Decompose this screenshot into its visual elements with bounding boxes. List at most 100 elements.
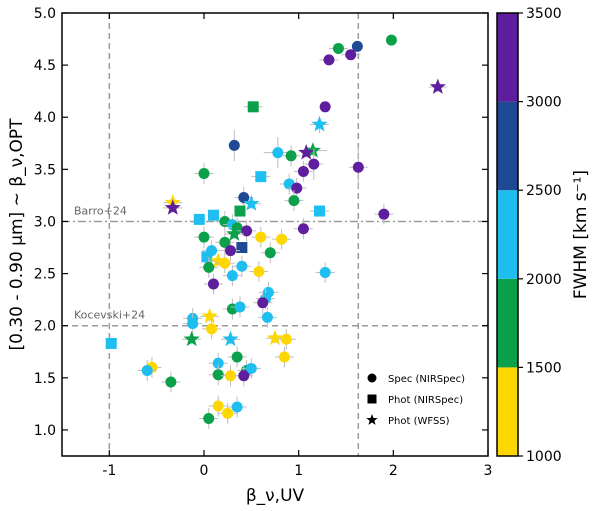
- y-tick-label: 2.0: [34, 319, 56, 335]
- data-point: [284, 190, 304, 212]
- y-tick-label: 4.0: [34, 110, 56, 126]
- colorbar-bin: [497, 101, 518, 191]
- marker-square: [313, 205, 325, 217]
- data-point: [272, 228, 292, 250]
- marker-star: [304, 142, 321, 158]
- data-point: [241, 195, 261, 211]
- marker-circle: [332, 42, 344, 54]
- marker-circle: [222, 407, 234, 419]
- marker-circle: [141, 365, 153, 377]
- marker-square: [201, 251, 213, 263]
- legend-marker-circle: [367, 373, 377, 383]
- data-point: [207, 209, 219, 221]
- marker-circle: [319, 267, 331, 279]
- marker-star: [222, 330, 239, 347]
- data-point: [315, 262, 335, 283]
- data-point: [222, 265, 242, 287]
- x-axis-label: β_ν,UV: [246, 486, 305, 506]
- marker-star: [183, 330, 200, 347]
- marker-circle: [280, 333, 292, 345]
- marker-circle: [385, 34, 397, 46]
- data-point: [201, 251, 213, 263]
- data-point: [251, 171, 271, 183]
- marker-circle: [241, 225, 253, 237]
- axis-labels: β_ν,UV [0.30 - 0.90 μm] ~ β_ν,OPT: [7, 118, 305, 506]
- data-point: [215, 252, 235, 274]
- data-point: [310, 116, 329, 133]
- marker-circle: [225, 245, 237, 257]
- data-point: [257, 306, 277, 328]
- legend-marker-star: [366, 414, 378, 425]
- marker-square: [255, 171, 267, 183]
- colorbar-label: FWHM [km s⁻¹]: [571, 170, 591, 299]
- data-point: [200, 307, 220, 324]
- data-point: [319, 54, 339, 66]
- legend-marker-square: [367, 394, 377, 404]
- axis-ticks: -1 0 1 2 3 1.0 1.5 2.0 2.5 3.0 3.5 4.0 4.5 5.0: [34, 6, 493, 479]
- marker-circle: [198, 168, 210, 180]
- marker-circle: [234, 301, 246, 313]
- y-tick-label: 2.5: [34, 267, 56, 283]
- marker-square: [207, 209, 219, 221]
- marker-circle: [278, 351, 290, 363]
- data-point: [281, 145, 301, 167]
- marker-circle: [291, 182, 303, 194]
- data-point: [298, 144, 315, 160]
- x-tick-label: 3: [484, 463, 493, 479]
- marker-circle: [198, 231, 210, 243]
- marker-circle: [219, 257, 231, 269]
- data-point: [193, 213, 205, 225]
- data-point: [228, 129, 240, 162]
- colorbar-bin: [497, 190, 518, 279]
- marker-circle: [245, 362, 257, 374]
- data-point: [161, 371, 181, 393]
- marker-circle: [297, 223, 309, 235]
- marker-circle: [272, 147, 284, 159]
- marker-circle: [352, 161, 364, 173]
- data-point: [194, 226, 214, 248]
- data-point: [221, 240, 240, 262]
- data-point: [275, 346, 294, 368]
- y-tick-label: 1.0: [34, 423, 56, 439]
- legend-label: Phot (NIRSpec): [388, 395, 463, 406]
- marker-circle: [345, 49, 357, 61]
- colorbar-bin: [497, 367, 518, 456]
- y-tick-label: 5.0: [34, 6, 56, 22]
- x-tick-label: -1: [102, 463, 116, 479]
- data-point: [341, 49, 361, 61]
- data-point: [236, 242, 248, 254]
- marker-circle: [165, 376, 177, 388]
- data-point: [348, 146, 368, 189]
- marker-star: [164, 199, 181, 215]
- marker-star: [226, 225, 243, 241]
- data-point: [234, 205, 246, 217]
- colorbar: 1000 1500 2000 2500 3000 3500 FWHM [km s⁻¹]: [496, 6, 591, 465]
- data-point: [182, 330, 202, 347]
- marker-circle: [323, 54, 335, 66]
- data-point: [208, 364, 228, 386]
- data-point: [163, 199, 183, 215]
- data-point: [105, 337, 117, 349]
- colorbar-tick-label: 3000: [526, 95, 562, 111]
- marker-circle: [228, 139, 240, 151]
- y-tick-label: 3.0: [34, 214, 56, 230]
- marker-circle: [203, 261, 215, 273]
- legend: Spec (NIRSpec) Phot (NIRSpec) Phot (WFSS): [366, 373, 465, 427]
- marker-star: [429, 78, 446, 94]
- reference-lines: Barro+24Kocevski+24: [62, 13, 488, 456]
- marker-circle: [231, 401, 243, 413]
- data-point: [234, 365, 254, 387]
- marker-circle: [351, 40, 363, 52]
- data-point: [293, 218, 313, 240]
- marker-circle: [308, 158, 320, 170]
- data-point: [260, 242, 280, 264]
- data-point: [227, 396, 247, 418]
- marker-star: [266, 329, 284, 346]
- data-point: [241, 358, 261, 379]
- data-point: [319, 101, 331, 113]
- marker-circle: [231, 351, 243, 363]
- data-point: [304, 148, 324, 180]
- marker-circle: [206, 323, 218, 335]
- marker-circle: [226, 270, 238, 282]
